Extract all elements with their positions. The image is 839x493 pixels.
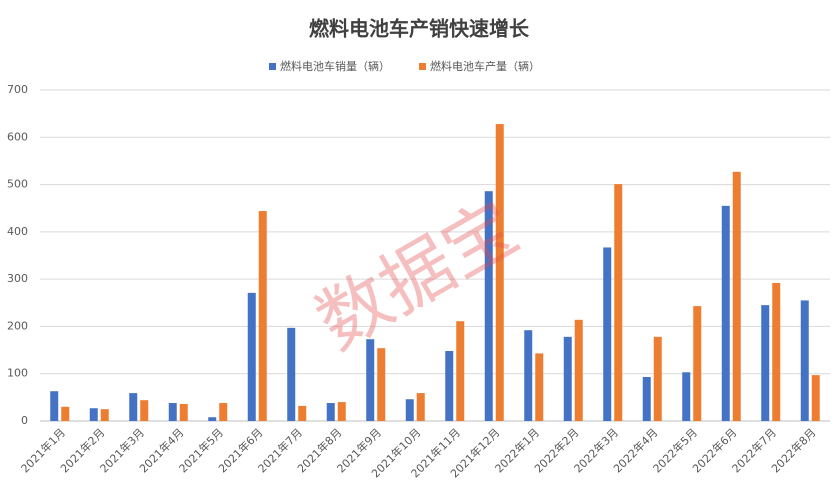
bar [614,184,623,421]
bar [247,292,256,421]
bar [208,417,217,421]
bar [219,403,228,421]
bar [100,409,109,421]
bar [682,372,691,421]
bar [168,403,177,421]
legend-label: 燃料电池车销量（辆） [280,59,390,73]
bar [298,405,307,421]
legend-swatch [419,63,426,70]
bar [445,351,454,421]
bar [653,336,662,421]
bar [761,305,770,421]
bar [416,393,425,421]
bar [89,408,98,421]
bar [642,377,651,421]
bar [377,348,386,421]
y-tick-label: 400 [7,225,28,238]
chart-title: 燃料电池车产销快速增长 [309,17,530,41]
bar [326,403,335,421]
bar [772,282,781,421]
y-tick-label: 100 [7,367,28,380]
bar [61,406,70,421]
bar [574,319,583,421]
bar [693,306,702,421]
y-tick-label: 200 [7,319,28,332]
y-tick-label: 0 [21,414,28,427]
bar [535,353,544,421]
bar [495,124,504,421]
bar [366,339,375,421]
bar [140,400,149,421]
bar [484,191,493,421]
bar [563,336,572,421]
bar [50,391,59,421]
bar [721,205,730,421]
bar [800,300,809,421]
bar [179,403,188,421]
bar [603,247,612,421]
bar [811,375,820,421]
bar [732,171,741,421]
bar [456,321,465,421]
y-tick-label: 300 [7,272,28,285]
bar [524,330,533,421]
bar [129,393,138,421]
bar [337,402,346,421]
y-tick-label: 700 [7,83,28,96]
bar [287,327,296,421]
y-tick-label: 600 [7,130,28,143]
legend-swatch [269,63,276,70]
bar [405,399,414,421]
legend-label: 燃料电池车产量（辆） [430,59,540,73]
bar [258,211,267,421]
y-tick-label: 500 [7,178,28,191]
